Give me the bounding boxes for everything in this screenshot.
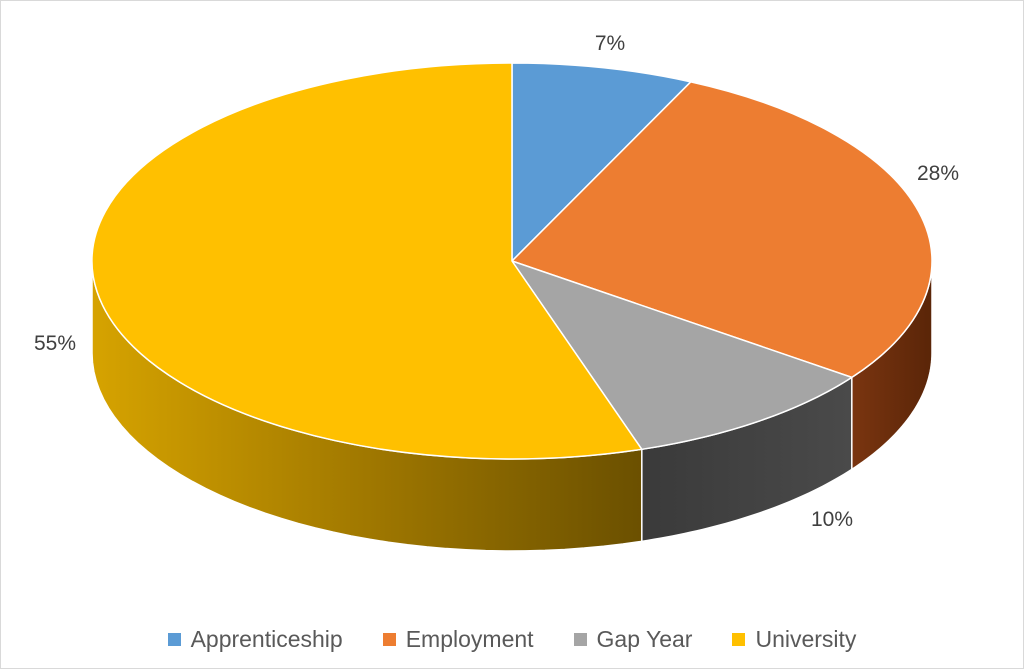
data-label-university: 55% <box>34 332 76 355</box>
legend-label-apprenticeship: Apprenticeship <box>190 625 343 652</box>
pie-slice-university <box>91 62 643 460</box>
legend-item-employment: Employment <box>382 625 534 653</box>
legend-label-gap-year: Gap Year <box>596 625 693 652</box>
pie-slice-apprenticeship <box>511 62 692 262</box>
legend-label-employment: Employment <box>405 625 534 652</box>
legend-swatch-university <box>732 632 746 646</box>
chart-legend: Apprenticeship Employment Gap Year Unive… <box>0 622 1024 656</box>
data-label-apprenticeship: 7% <box>595 32 625 55</box>
pie-sides <box>91 260 933 552</box>
legend-item-apprenticeship: Apprenticeship <box>167 625 343 653</box>
pie-slice-gap-year <box>511 260 853 451</box>
pie-slices <box>91 62 933 460</box>
legend-label-university: University <box>755 625 857 652</box>
data-label-gap-year: 10% <box>811 508 853 531</box>
legend-swatch-gap-year <box>573 632 587 646</box>
legend-item-gap-year: Gap Year <box>573 625 693 653</box>
pie-slice-employment <box>511 81 933 379</box>
data-labels: 7% 28% 10% 55% <box>34 32 959 531</box>
data-label-employment: 28% <box>917 162 959 185</box>
legend-swatch-apprenticeship <box>167 632 181 646</box>
legend-item-university: University <box>732 626 856 653</box>
legend-swatch-employment <box>382 632 396 646</box>
